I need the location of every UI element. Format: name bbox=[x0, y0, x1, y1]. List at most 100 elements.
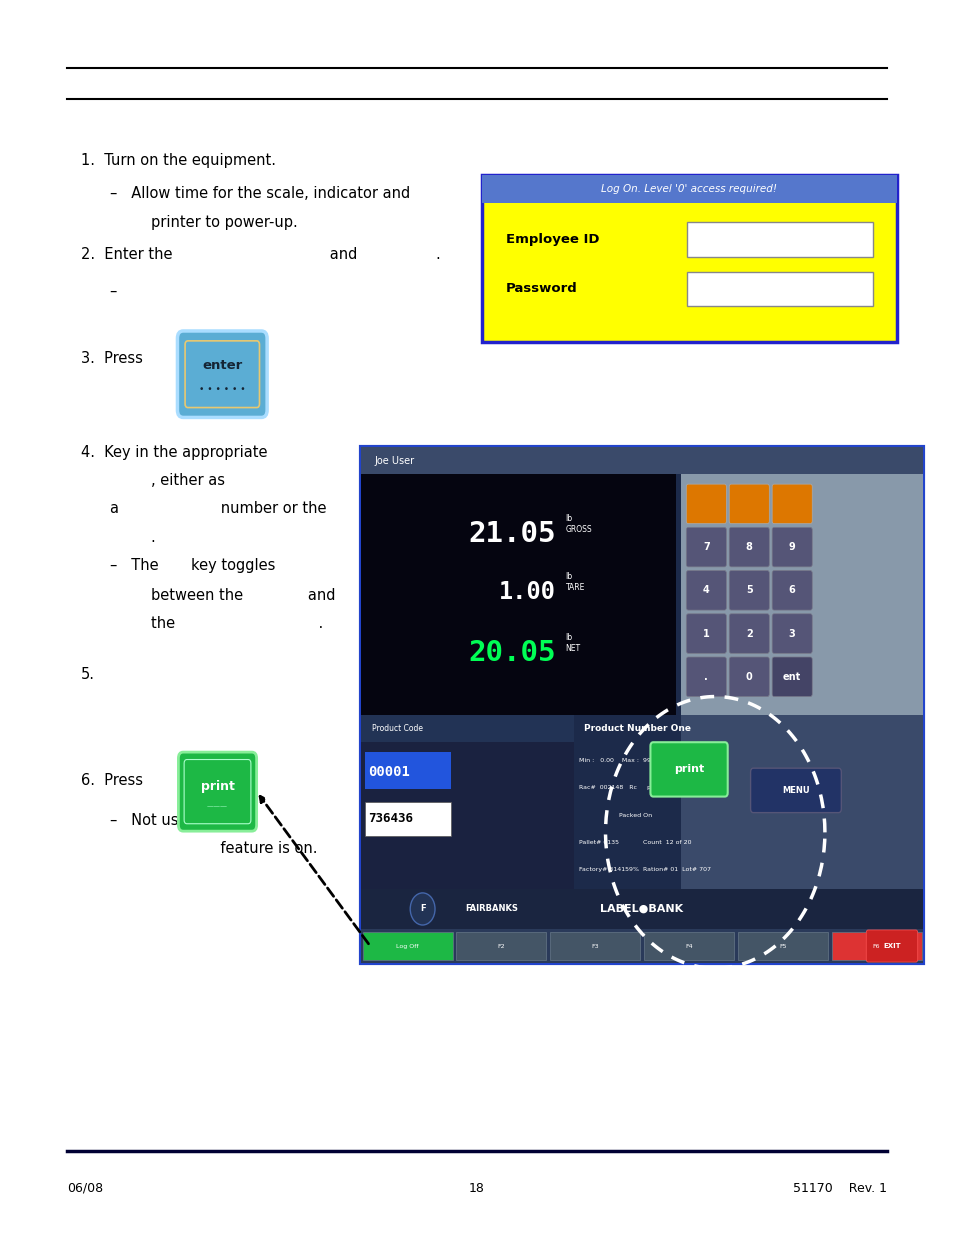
Text: Pallet# 0135            Count  12 of 20: Pallet# 0135 Count 12 of 20 bbox=[578, 840, 691, 845]
Text: 1.00: 1.00 bbox=[498, 579, 556, 604]
Text: LABEL●BANK: LABEL●BANK bbox=[599, 904, 683, 914]
Text: Factory# 314159%  Ration# 01  Lot# 707: Factory# 314159% Ration# 01 Lot# 707 bbox=[578, 867, 711, 872]
FancyBboxPatch shape bbox=[771, 527, 811, 567]
Text: F: F bbox=[419, 904, 425, 914]
Text: between the              and: between the and bbox=[151, 588, 335, 603]
Text: Product Number One: Product Number One bbox=[583, 724, 690, 734]
Bar bbox=[362, 932, 452, 960]
Bar bbox=[365, 752, 451, 789]
Text: 6: 6 bbox=[788, 585, 795, 595]
Bar bbox=[481, 175, 896, 203]
Text: • • • • • •: • • • • • • bbox=[199, 385, 245, 394]
Bar bbox=[360, 929, 923, 963]
FancyBboxPatch shape bbox=[685, 484, 725, 524]
Text: Rac#  002148   Rc     pm: Rac# 002148 Rc pm bbox=[578, 785, 657, 790]
Text: 0: 0 bbox=[745, 672, 752, 682]
Text: .: . bbox=[703, 672, 707, 682]
Text: print: print bbox=[673, 764, 703, 774]
FancyBboxPatch shape bbox=[685, 614, 725, 653]
Text: 18: 18 bbox=[469, 1182, 484, 1194]
FancyBboxPatch shape bbox=[650, 742, 727, 797]
Text: 4: 4 bbox=[702, 585, 709, 595]
FancyBboxPatch shape bbox=[750, 768, 841, 813]
Text: print: print bbox=[200, 781, 234, 793]
Text: F4: F4 bbox=[684, 944, 692, 948]
Text: 3.  Press: 3. Press bbox=[81, 351, 143, 366]
Bar bbox=[360, 447, 923, 963]
Bar bbox=[679, 474, 923, 715]
Text: .: . bbox=[151, 530, 155, 545]
FancyBboxPatch shape bbox=[685, 657, 725, 697]
Bar bbox=[360, 715, 574, 742]
Text: –   Allow time for the scale, indicator and: – Allow time for the scale, indicator an… bbox=[110, 186, 410, 201]
Bar bbox=[737, 932, 827, 960]
Text: Product Code: Product Code bbox=[372, 724, 422, 734]
Bar bbox=[550, 932, 639, 960]
Text: ———: ——— bbox=[207, 804, 228, 809]
Bar bbox=[679, 715, 923, 904]
FancyBboxPatch shape bbox=[728, 657, 768, 697]
Text: lb
GROSS: lb GROSS bbox=[565, 514, 592, 534]
Text: Employee ID: Employee ID bbox=[505, 233, 598, 246]
Text: , either as: , either as bbox=[151, 473, 225, 488]
Text: –: – bbox=[110, 284, 117, 299]
Text: 00001: 00001 bbox=[368, 764, 410, 779]
Text: 3: 3 bbox=[788, 629, 795, 638]
Text: F2: F2 bbox=[497, 944, 504, 948]
Text: F3: F3 bbox=[591, 944, 598, 948]
Text: 06/08: 06/08 bbox=[67, 1182, 103, 1194]
Text: a                      number or the: a number or the bbox=[110, 501, 326, 516]
Bar bbox=[360, 447, 923, 474]
Circle shape bbox=[410, 893, 435, 925]
FancyBboxPatch shape bbox=[771, 657, 811, 697]
Bar bbox=[456, 932, 546, 960]
Text: FAIRBANKS: FAIRBANKS bbox=[465, 904, 517, 914]
Text: Joe User: Joe User bbox=[375, 456, 415, 466]
Text: lb
NET: lb NET bbox=[565, 634, 580, 653]
FancyBboxPatch shape bbox=[728, 614, 768, 653]
FancyBboxPatch shape bbox=[771, 484, 811, 524]
Bar bbox=[686, 222, 872, 257]
Text: 736436: 736436 bbox=[368, 813, 413, 825]
Text: 21.05: 21.05 bbox=[468, 520, 556, 547]
Text: Packed On: Packed On bbox=[578, 813, 652, 818]
FancyBboxPatch shape bbox=[728, 571, 768, 610]
Text: 51170    Rev. 1: 51170 Rev. 1 bbox=[792, 1182, 886, 1194]
Text: MENU: MENU bbox=[781, 785, 809, 795]
Text: feature is on.: feature is on. bbox=[151, 841, 317, 856]
FancyBboxPatch shape bbox=[728, 527, 768, 567]
FancyBboxPatch shape bbox=[177, 331, 267, 417]
Bar bbox=[643, 932, 733, 960]
Text: 4.  Key in the appropriate: 4. Key in the appropriate bbox=[81, 445, 267, 459]
Text: 9: 9 bbox=[788, 542, 795, 552]
Text: 6.  Press: 6. Press bbox=[81, 773, 143, 788]
FancyBboxPatch shape bbox=[685, 527, 725, 567]
FancyBboxPatch shape bbox=[178, 752, 256, 831]
FancyBboxPatch shape bbox=[771, 614, 811, 653]
Text: F5: F5 bbox=[779, 944, 785, 948]
Text: 5: 5 bbox=[745, 585, 752, 595]
Text: Log On. Level '0' access required!: Log On. Level '0' access required! bbox=[600, 184, 777, 194]
Bar bbox=[831, 932, 921, 960]
Text: the                               .: the . bbox=[151, 616, 323, 631]
Text: 2.  Enter the                                  and                 .: 2. Enter the and . bbox=[81, 247, 440, 262]
Text: lb
TARE: lb TARE bbox=[565, 572, 584, 592]
Bar bbox=[360, 889, 923, 929]
Text: F6: F6 bbox=[872, 944, 880, 948]
Text: enter: enter bbox=[202, 359, 242, 372]
Text: EXIT: EXIT bbox=[882, 944, 900, 948]
Text: 2: 2 bbox=[745, 629, 752, 638]
Text: ent: ent bbox=[782, 672, 801, 682]
Bar bbox=[360, 715, 574, 904]
Text: 5.: 5. bbox=[81, 667, 95, 682]
Text: printer to power-up.: printer to power-up. bbox=[151, 215, 297, 230]
Text: Password: Password bbox=[505, 283, 577, 295]
Bar bbox=[481, 175, 896, 342]
Text: Log Off: Log Off bbox=[395, 944, 418, 948]
Bar bbox=[686, 272, 872, 306]
FancyBboxPatch shape bbox=[685, 571, 725, 610]
Text: 1: 1 bbox=[702, 629, 709, 638]
Text: 8: 8 bbox=[745, 542, 752, 552]
Text: –   Not used if the: – Not used if the bbox=[110, 813, 239, 827]
FancyBboxPatch shape bbox=[865, 930, 917, 962]
